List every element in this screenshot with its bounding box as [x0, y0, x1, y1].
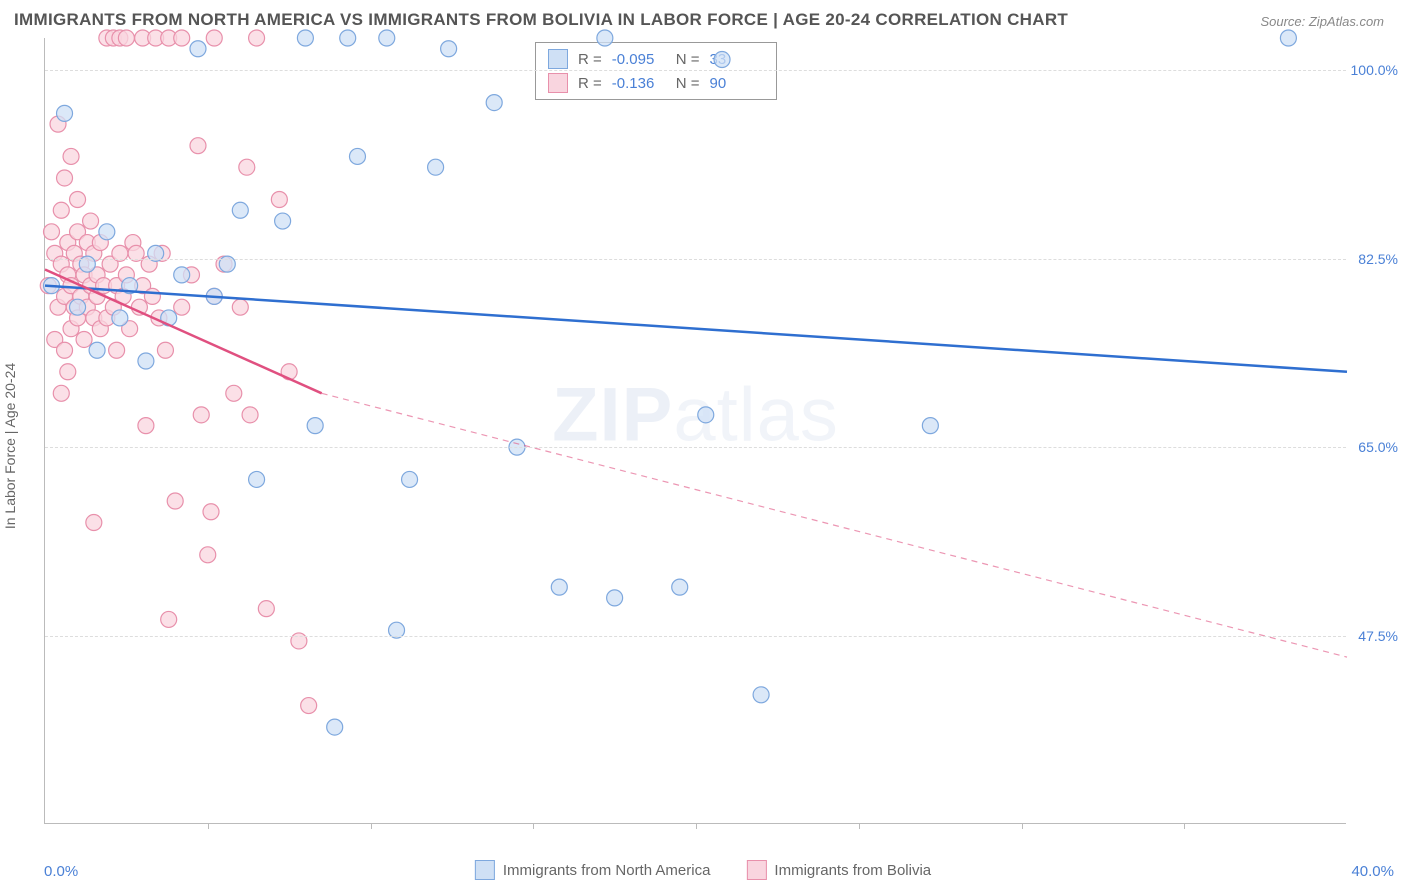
- scatter-point: [174, 30, 190, 46]
- scatter-point: [1280, 30, 1296, 46]
- y-tick-label: 65.0%: [1358, 439, 1398, 455]
- gridline: [45, 636, 1346, 637]
- x-tick: [1022, 823, 1023, 829]
- scatter-point: [44, 224, 60, 240]
- scatter-point: [297, 30, 313, 46]
- legend-item-bo: Immigrants from Bolivia: [746, 860, 931, 880]
- scatter-point: [249, 471, 265, 487]
- scatter-point: [57, 105, 73, 121]
- scatter-point: [190, 138, 206, 154]
- scatter-point: [161, 611, 177, 627]
- scatter-point: [597, 30, 613, 46]
- y-tick-label: 100.0%: [1351, 62, 1398, 78]
- x-max-label: 40.0%: [1351, 863, 1394, 880]
- scatter-point: [340, 30, 356, 46]
- scatter-point: [157, 342, 173, 358]
- scatter-point: [242, 407, 258, 423]
- scatter-point: [63, 148, 79, 164]
- scatter-point: [167, 493, 183, 509]
- gridline: [45, 70, 1346, 71]
- scatter-point: [193, 407, 209, 423]
- scatter-point: [275, 213, 291, 229]
- scatter-point: [441, 41, 457, 57]
- scatter-point: [200, 547, 216, 563]
- plot-svg: [45, 38, 1346, 823]
- trendline-na: [45, 286, 1347, 372]
- x-min-label: 0.0%: [44, 863, 78, 880]
- scatter-point: [57, 342, 73, 358]
- x-tick: [859, 823, 860, 829]
- scatter-point: [232, 202, 248, 218]
- scatter-point: [753, 687, 769, 703]
- gridline: [45, 447, 1346, 448]
- scatter-point: [57, 170, 73, 186]
- scatter-point: [138, 353, 154, 369]
- swatch-na-icon: [475, 860, 495, 880]
- scatter-point: [249, 30, 265, 46]
- source-credit: Source: ZipAtlas.com: [1260, 14, 1384, 29]
- scatter-point: [70, 299, 86, 315]
- scatter-point: [83, 213, 99, 229]
- scatter-point: [698, 407, 714, 423]
- scatter-point: [402, 471, 418, 487]
- legend-item-na: Immigrants from North America: [475, 860, 711, 880]
- x-tick: [1184, 823, 1185, 829]
- scatter-point: [89, 342, 105, 358]
- scatter-point: [118, 30, 134, 46]
- scatter-point: [70, 192, 86, 208]
- scatter-point: [174, 267, 190, 283]
- legend-label-bo: Immigrants from Bolivia: [774, 862, 931, 879]
- scatter-point: [60, 364, 76, 380]
- x-tick: [208, 823, 209, 829]
- scatter-point: [203, 504, 219, 520]
- y-tick-label: 47.5%: [1358, 628, 1398, 644]
- scatter-point: [239, 159, 255, 175]
- scatter-point: [109, 342, 125, 358]
- scatter-point: [271, 192, 287, 208]
- scatter-point: [206, 30, 222, 46]
- scatter-point: [349, 148, 365, 164]
- chart-title: IMMIGRANTS FROM NORTH AMERICA VS IMMIGRA…: [14, 10, 1068, 30]
- scatter-point: [112, 310, 128, 326]
- scatter-point: [428, 159, 444, 175]
- scatter-point: [607, 590, 623, 606]
- scatter-point: [258, 601, 274, 617]
- x-tick: [371, 823, 372, 829]
- y-tick-label: 82.5%: [1358, 251, 1398, 267]
- series-legend: Immigrants from North America Immigrants…: [475, 860, 931, 880]
- y-axis-label: In Labor Force | Age 20-24: [2, 363, 18, 529]
- gridline: [45, 259, 1346, 260]
- scatter-point: [232, 299, 248, 315]
- scatter-point: [190, 41, 206, 57]
- scatter-point: [53, 202, 69, 218]
- x-tick: [696, 823, 697, 829]
- scatter-point: [99, 224, 115, 240]
- plot-area: ZIPatlas R = -0.095 N = 33 R = -0.136 N …: [44, 38, 1346, 824]
- scatter-point: [379, 30, 395, 46]
- scatter-point: [714, 52, 730, 68]
- scatter-point: [486, 95, 502, 111]
- scatter-point: [226, 385, 242, 401]
- scatter-point: [307, 418, 323, 434]
- x-tick: [533, 823, 534, 829]
- trendline-bo-dashed: [322, 393, 1347, 657]
- scatter-point: [672, 579, 688, 595]
- legend-label-na: Immigrants from North America: [503, 862, 711, 879]
- scatter-point: [53, 385, 69, 401]
- scatter-point: [86, 515, 102, 531]
- scatter-point: [76, 331, 92, 347]
- scatter-point: [922, 418, 938, 434]
- scatter-point: [551, 579, 567, 595]
- scatter-point: [327, 719, 343, 735]
- scatter-point: [301, 698, 317, 714]
- scatter-point: [144, 288, 160, 304]
- scatter-point: [174, 299, 190, 315]
- swatch-bo-icon: [746, 860, 766, 880]
- scatter-point: [138, 418, 154, 434]
